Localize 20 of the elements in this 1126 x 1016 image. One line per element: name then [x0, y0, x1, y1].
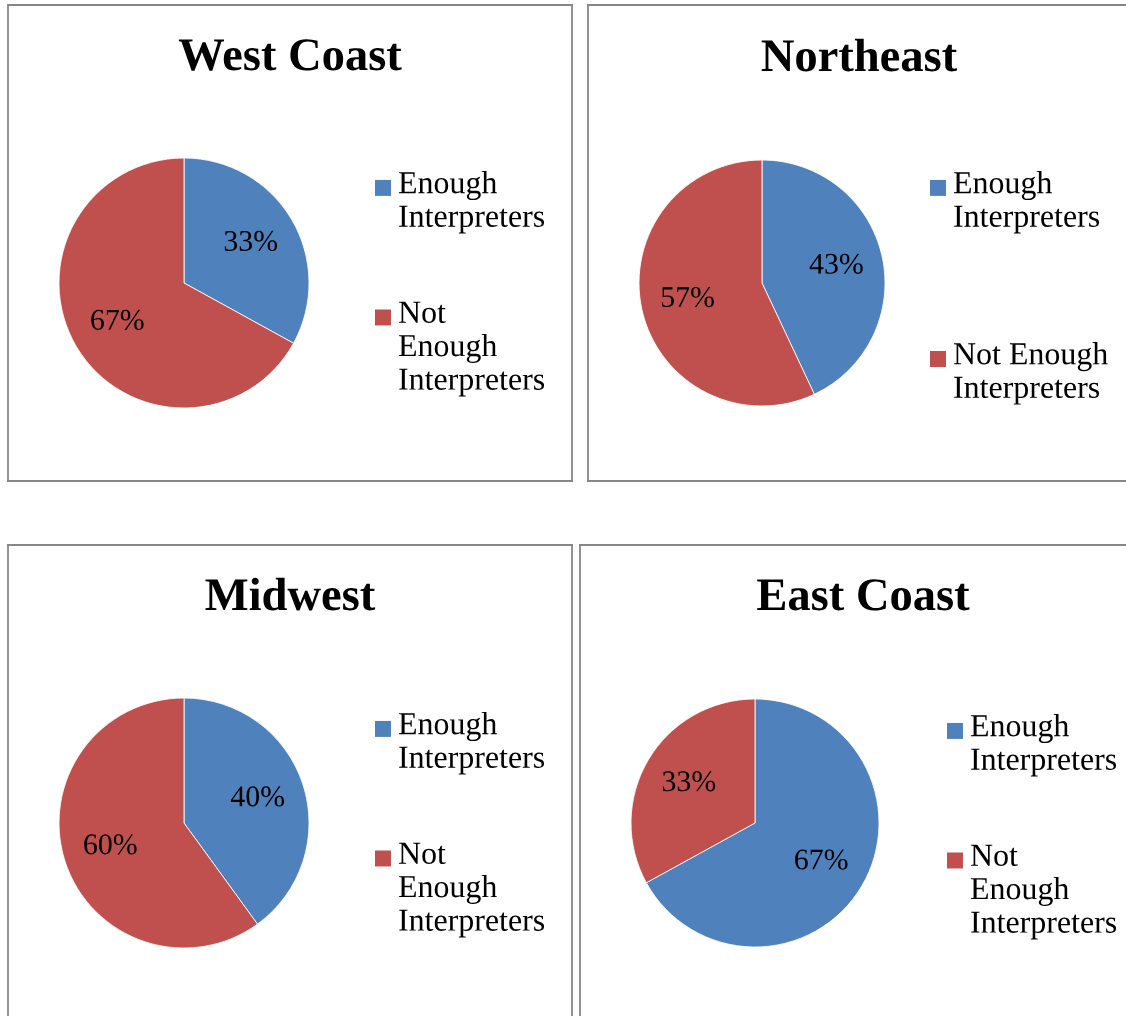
- chart-title: West Coast: [178, 39, 402, 71]
- data-label: 57%: [661, 286, 714, 308]
- chart-title: Midwest: [205, 577, 376, 611]
- data-label: 43%: [809, 253, 863, 274]
- legend-label: Not Enough Interpreters: [970, 844, 1117, 940]
- chart-title: Northeast: [761, 38, 957, 72]
- chart-title: East Coast: [757, 579, 970, 611]
- data-label: 33%: [224, 230, 278, 252]
- legend-label: Enough Interpreters: [953, 171, 1100, 234]
- legend-label: Enough Interpreters: [398, 712, 545, 775]
- legend-label: Not Enough Interpreters: [398, 842, 545, 938]
- data-label: 67%: [91, 309, 144, 331]
- legend-label: Not Enough Interpreters: [398, 301, 545, 397]
- legend-label: Not Enough Interpreters: [953, 342, 1108, 405]
- data-label: 60%: [84, 834, 137, 855]
- legend-label: Enough Interpreters: [398, 171, 545, 234]
- data-label: 67%: [795, 849, 848, 870]
- data-label: 33%: [662, 771, 716, 792]
- legend-label: Enough Interpreters: [970, 714, 1117, 777]
- data-label: 40%: [230, 786, 285, 807]
